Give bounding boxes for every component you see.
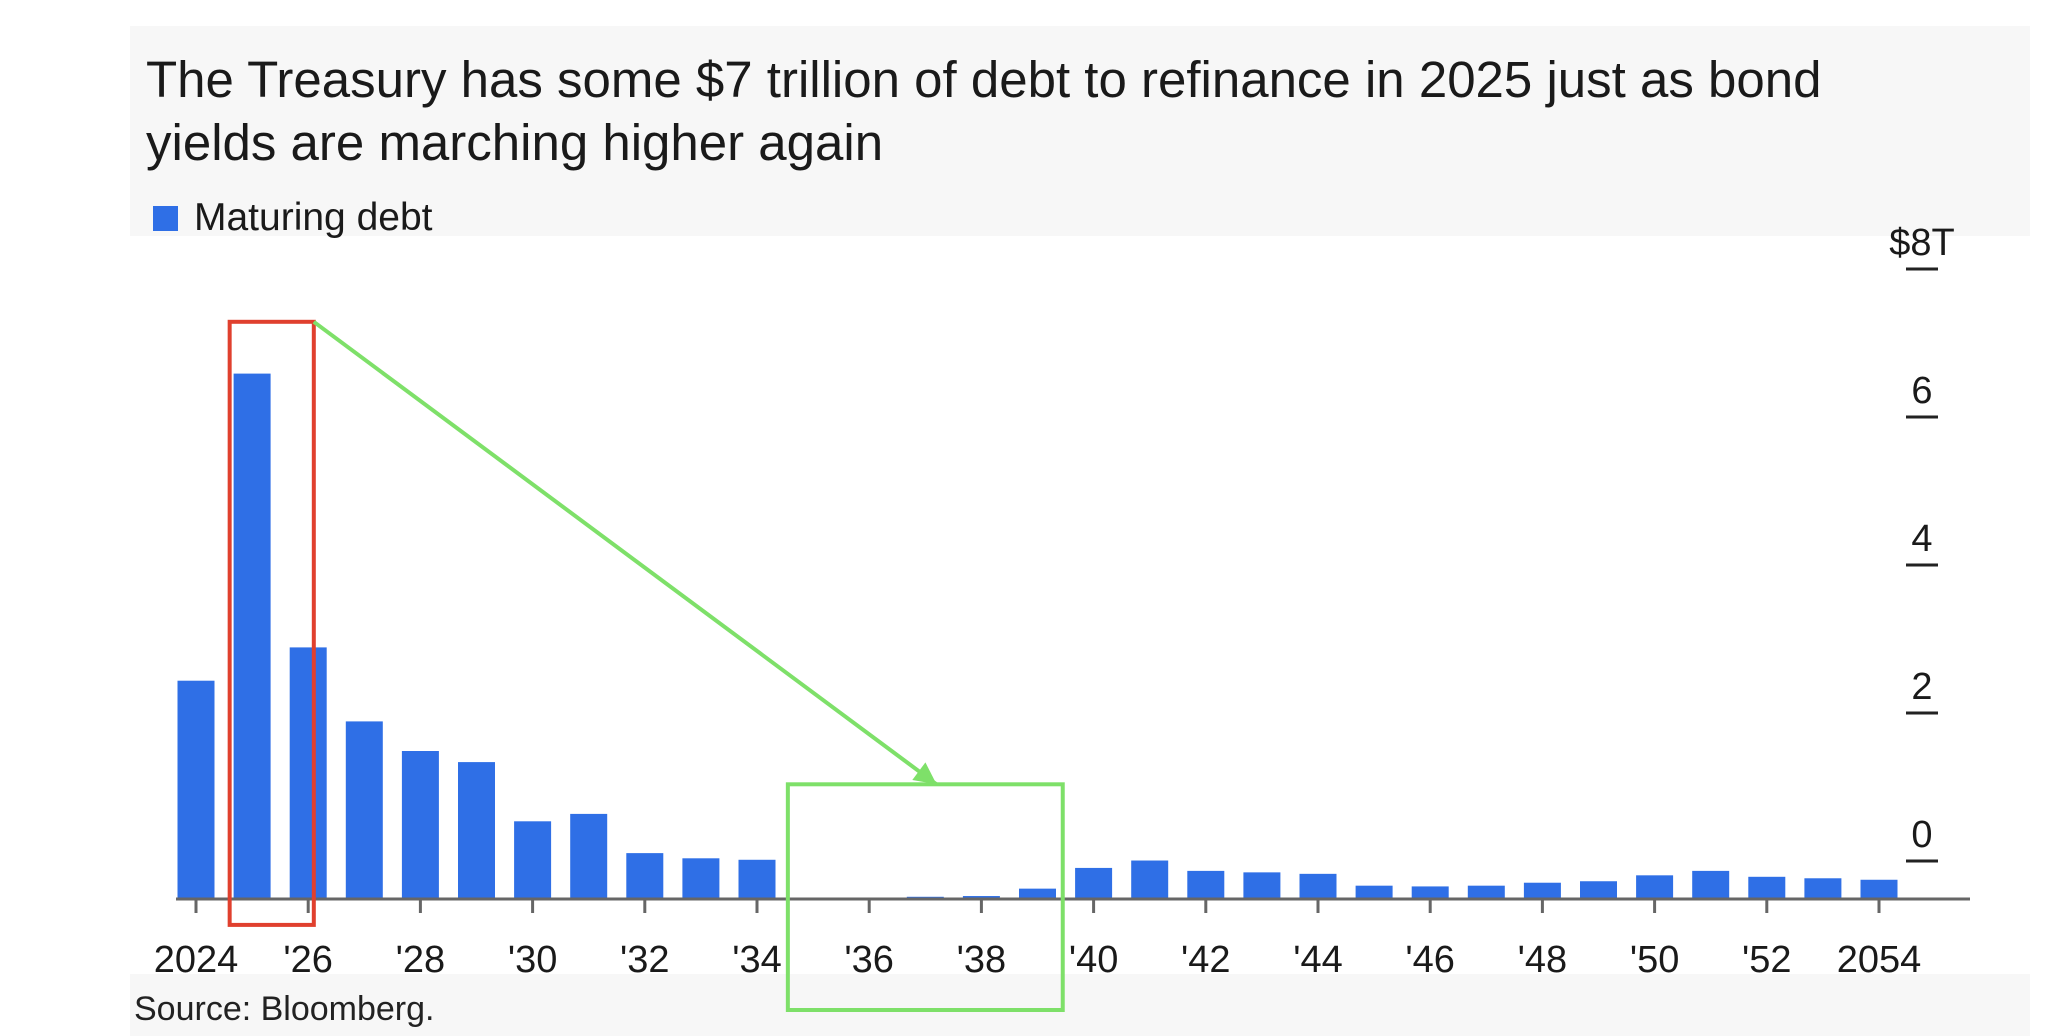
bar-2046 [1411, 886, 1449, 899]
bar-2050 [1636, 875, 1674, 899]
x-tick-label-2032: '32 [620, 939, 670, 981]
y-tick-label-4: 4 [1911, 518, 1932, 560]
bar-2029 [458, 762, 495, 899]
x-tick-label-2044: '44 [1293, 939, 1343, 981]
bar-2051 [1692, 870, 1730, 899]
y-tick-label-6: 6 [1911, 370, 1932, 412]
annotation-arrow-line [312, 320, 938, 786]
x-tick-label-2024: 2024 [154, 939, 239, 981]
y-tick-label-2: 2 [1911, 666, 1932, 708]
x-tick-label-2028: '28 [396, 939, 446, 981]
y-tick-label-0: 0 [1911, 814, 1932, 856]
bar-2031 [570, 813, 608, 899]
bar-2034 [738, 859, 776, 899]
x-tick-label-2042: '42 [1181, 939, 1231, 981]
source-note: Source: Bloomberg. [134, 990, 435, 1028]
x-tick-label-2052: '52 [1742, 939, 1792, 981]
bar-2053 [1804, 878, 1842, 899]
annotation-box-0 [227, 319, 316, 927]
x-tick-label-2046: '46 [1405, 939, 1455, 981]
bar-2054 [1860, 879, 1898, 899]
bar-2042 [1187, 870, 1225, 899]
bar-2030 [514, 821, 552, 899]
bar-2026 [289, 647, 327, 899]
bar-2047 [1467, 885, 1505, 899]
annotation-box-1 [785, 782, 1065, 1012]
annotation-arrow-head [912, 762, 937, 785]
bar-2040 [1075, 867, 1113, 899]
x-tick-label-2050: '50 [1630, 939, 1680, 981]
bar-2049 [1580, 881, 1617, 899]
x-tick-label-2048: '48 [1518, 939, 1568, 981]
plot-background [130, 236, 2030, 974]
bar-2044 [1299, 873, 1337, 899]
x-tick-label-2054: 2054 [1837, 939, 1922, 981]
bar-2025 [233, 373, 271, 900]
bar-2045 [1355, 885, 1393, 899]
bar-2039 [1019, 888, 1056, 899]
x-tick-label-2038: '38 [957, 939, 1007, 981]
x-tick-label-2034: '34 [732, 939, 782, 981]
x-tick-label-2026: '26 [283, 939, 333, 981]
bar-2028 [401, 751, 439, 899]
x-tick-label-2030: '30 [508, 939, 558, 981]
legend: Maturing debt [153, 196, 432, 240]
bar-2041 [1131, 860, 1169, 899]
bar-2027 [345, 721, 383, 899]
chart-title: The Treasury has some $7 trillion of deb… [146, 51, 1822, 171]
bar-2052 [1748, 876, 1786, 899]
bar-2024 [177, 680, 215, 899]
legend-swatch [153, 205, 178, 231]
bar-2033 [682, 858, 720, 899]
bar-2048 [1523, 882, 1561, 899]
x-tick-label-2040: '40 [1069, 939, 1119, 981]
legend-label: Maturing debt [194, 196, 433, 239]
y-tick-label-8: $8T [1889, 222, 1954, 264]
bar-2032 [626, 853, 664, 899]
bar-2043 [1243, 872, 1281, 899]
x-tick-label-2036: '36 [844, 939, 894, 981]
